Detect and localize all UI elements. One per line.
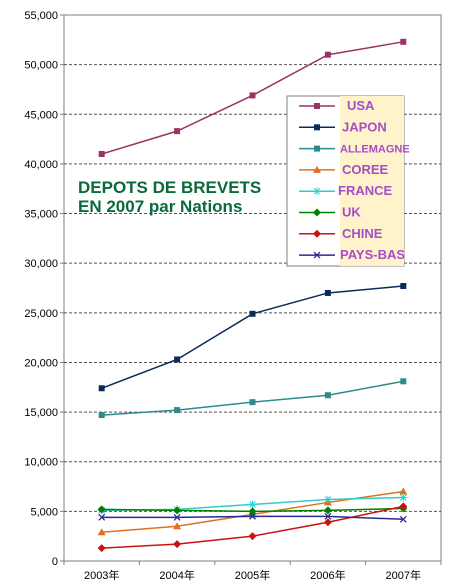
data-point bbox=[400, 378, 407, 385]
legend-item-usa: USA bbox=[299, 98, 375, 113]
y-tick-label: 40,000 bbox=[24, 159, 58, 171]
y-tick-label: 0 bbox=[52, 556, 58, 568]
x-tick-label: 2004年 bbox=[159, 568, 194, 582]
data-point bbox=[174, 128, 181, 135]
data-point bbox=[399, 502, 408, 511]
data-point bbox=[399, 515, 407, 523]
chart-title-line-2: EN 2007 par Nations bbox=[78, 197, 242, 216]
data-point bbox=[400, 38, 407, 45]
legend-label: PAYS-BAS bbox=[340, 247, 405, 262]
legend-highlight bbox=[340, 96, 404, 266]
series-allemagne bbox=[98, 378, 407, 419]
data-point bbox=[97, 505, 106, 514]
legend-label: FRANCE bbox=[338, 183, 392, 198]
y-tick-label: 55,000 bbox=[24, 10, 58, 22]
legend-label: USA bbox=[347, 98, 375, 113]
data-point bbox=[248, 500, 257, 509]
data-point bbox=[173, 522, 182, 530]
gridlines bbox=[64, 64, 441, 512]
data-point bbox=[314, 145, 320, 152]
legend-label: CHINE bbox=[342, 226, 383, 241]
data-point bbox=[400, 283, 407, 290]
data-point bbox=[399, 487, 408, 495]
data-point bbox=[173, 540, 182, 549]
data-point bbox=[248, 532, 257, 541]
data-point bbox=[249, 310, 256, 317]
data-point bbox=[313, 229, 321, 238]
data-point bbox=[313, 251, 321, 259]
data-point bbox=[313, 208, 321, 217]
y-tick-label: 20,000 bbox=[24, 357, 58, 369]
x-tick-label: 2006年 bbox=[310, 568, 345, 582]
data-point bbox=[313, 187, 321, 196]
y-axis-ticks: 0 5,000 10,000 15,000 20,000 25,000 30,000 35,0… bbox=[24, 10, 64, 568]
data-point bbox=[173, 513, 181, 521]
legend-item-pays-bas: PAYS-BAS bbox=[299, 247, 405, 262]
legend-label: UK bbox=[342, 205, 361, 220]
series-japon bbox=[98, 283, 407, 392]
legend-item-allemagne: ALLEMAGNE bbox=[299, 144, 410, 156]
data-point bbox=[313, 165, 321, 173]
legend-item-france: FRANCE bbox=[299, 183, 392, 198]
legend: USA JAPON ALLEMAGNE COREE FRANCE UK CHINE PAYS-… bbox=[299, 98, 410, 262]
y-tick-label: 15,000 bbox=[24, 407, 58, 419]
y-tick-label: 50,000 bbox=[24, 60, 58, 72]
chart-title-line-1: DEPOTS DE BREVETS bbox=[78, 178, 261, 197]
data-point bbox=[249, 92, 256, 99]
x-tick-label: 2003年 bbox=[84, 568, 119, 582]
series-usa bbox=[98, 38, 407, 157]
data-point bbox=[323, 518, 332, 527]
data-point bbox=[174, 356, 181, 363]
data-point bbox=[314, 103, 320, 109]
legend-item-japon: JAPON bbox=[299, 119, 387, 134]
legend-label: ALLEMAGNE bbox=[340, 144, 410, 156]
data-point bbox=[324, 51, 331, 58]
x-tick-label: 2005年 bbox=[235, 568, 270, 582]
data-point bbox=[324, 512, 332, 520]
legend-item-chine: CHINE bbox=[299, 226, 383, 241]
x-tick-label: 2007年 bbox=[386, 568, 421, 582]
legend-item-coree: COREE bbox=[299, 162, 389, 177]
data-point bbox=[173, 506, 182, 515]
data-point bbox=[323, 495, 332, 504]
y-tick-label: 45,000 bbox=[24, 109, 58, 121]
data-point bbox=[249, 399, 256, 406]
series-pays-bas bbox=[98, 512, 407, 523]
data-point bbox=[97, 528, 106, 536]
series-group bbox=[97, 38, 408, 553]
legend-item-uk: UK bbox=[299, 205, 361, 220]
data-point bbox=[324, 392, 331, 399]
data-point bbox=[98, 412, 105, 419]
data-point bbox=[249, 512, 256, 520]
legend-label: JAPON bbox=[342, 119, 387, 134]
data-point bbox=[98, 385, 105, 392]
legend-label: COREE bbox=[342, 162, 389, 177]
data-point bbox=[314, 124, 320, 131]
data-point bbox=[323, 506, 332, 515]
data-point bbox=[324, 289, 331, 296]
y-tick-label: 10,000 bbox=[24, 457, 58, 469]
data-point bbox=[98, 150, 105, 157]
x-axis-ticks: 2003年 2004年 2005年 2006年 2007年 bbox=[63, 561, 442, 582]
data-point bbox=[399, 493, 408, 502]
data-point bbox=[174, 407, 181, 414]
data-point bbox=[98, 513, 106, 521]
y-tick-label: 25,000 bbox=[24, 308, 58, 320]
data-point bbox=[97, 544, 106, 553]
y-tick-label: 35,000 bbox=[24, 209, 58, 221]
data-point bbox=[248, 507, 257, 516]
y-tick-label: 30,000 bbox=[24, 258, 58, 270]
y-tick-label: 5,000 bbox=[30, 506, 58, 518]
